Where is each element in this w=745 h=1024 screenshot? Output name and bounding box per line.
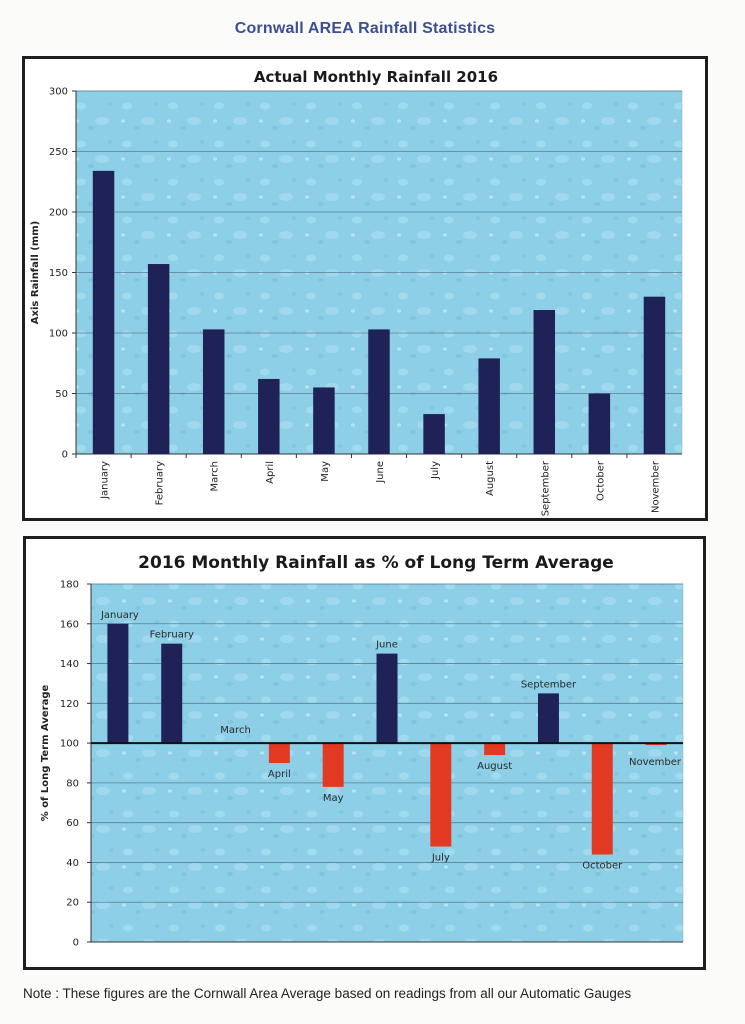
bar-november — [643, 296, 666, 454]
x-tick-label-january: January — [100, 461, 111, 500]
bar-march — [202, 329, 225, 454]
data-label-march: March — [220, 725, 250, 736]
y-tick-label-0: 0 — [62, 450, 68, 461]
bar-september — [537, 693, 559, 744]
bar-february — [161, 643, 183, 744]
y-tick-label-250: 250 — [49, 147, 68, 158]
data-label-september: September — [521, 679, 577, 690]
x-tick-label-june: June — [375, 461, 386, 484]
y-tick-label-60: 60 — [66, 818, 79, 829]
y-tick-label-150: 150 — [49, 268, 68, 279]
bar-october — [591, 743, 613, 855]
bar-july — [423, 414, 445, 454]
bar-february — [147, 264, 170, 454]
y-tick-label-140: 140 — [60, 659, 79, 670]
bar-may — [313, 387, 335, 454]
bar-january — [107, 623, 129, 744]
footnote: Note : These figures are the Cornwall Ar… — [23, 986, 632, 1001]
plot-area — [90, 583, 684, 943]
percent-average-chart-svg: 2016 Monthly Rainfall as % of Long Term … — [40, 553, 684, 949]
data-label-january: January — [100, 610, 139, 621]
bar-april — [258, 378, 280, 454]
bar-may — [322, 743, 344, 787]
data-label-may: May — [323, 793, 344, 804]
x-tick-label-april: April — [265, 461, 276, 484]
x-tick-label-november: November — [650, 460, 661, 513]
y-tick-label-100: 100 — [60, 739, 79, 750]
y-tick-label-100: 100 — [49, 329, 68, 340]
y-tick-label-120: 120 — [60, 699, 79, 710]
y-tick-label-50: 50 — [55, 389, 68, 400]
x-tick-label-september: September — [540, 460, 551, 516]
y-tick-label-80: 80 — [66, 778, 79, 789]
y-tick-label-180: 180 — [60, 580, 79, 591]
bar-june — [368, 329, 390, 454]
data-label-june: June — [375, 640, 398, 651]
bar-august — [478, 358, 500, 454]
x-tick-label-february: February — [155, 461, 166, 505]
x-tick-label-may: May — [320, 461, 331, 482]
page-title: Cornwall AREA Rainfall Statistics — [234, 20, 496, 37]
bar-january — [92, 170, 115, 455]
x-tick-label-march: March — [210, 461, 221, 491]
y-tick-label-160: 160 — [60, 619, 79, 630]
data-label-october: October — [582, 860, 623, 871]
actual-rainfall-chart: Actual Monthly Rainfall 2016 0 50 100 150 200… — [22, 56, 708, 521]
y-tick-label-200: 200 — [49, 208, 68, 219]
data-label-february: February — [150, 630, 194, 641]
bar-august — [484, 743, 506, 756]
data-label-july: July — [431, 853, 450, 864]
y-axis-title: % of Long Term Average — [40, 684, 51, 821]
x-tick-label-october: October — [595, 460, 606, 501]
chart-title: 2016 Monthly Rainfall as % of Long Term … — [138, 553, 614, 573]
actual-rainfall-chart-svg: Actual Monthly Rainfall 2016 0 50 100 150 200… — [30, 68, 683, 516]
y-tick-label-0: 0 — [73, 938, 79, 949]
data-label-november: November — [629, 757, 682, 768]
y-tick-label-40: 40 — [66, 858, 79, 869]
y-axis-title: Axis Rainfall (mm) — [30, 221, 41, 324]
y-tick-label-20: 20 — [66, 898, 79, 909]
chart-title: Actual Monthly Rainfall 2016 — [254, 68, 498, 86]
bar-october — [588, 393, 611, 454]
bar-july — [430, 743, 452, 847]
x-tick-label-july: July — [430, 461, 441, 480]
bar-april — [268, 743, 290, 763]
percent-average-chart: 2016 Monthly Rainfall as % of Long Term … — [23, 536, 706, 970]
bar-june — [376, 653, 398, 744]
x-tick-label-august: August — [485, 461, 496, 496]
bar-september — [533, 310, 556, 454]
data-label-april: April — [268, 769, 291, 780]
data-label-august: August — [477, 761, 512, 772]
y-tick-label-300: 300 — [49, 87, 68, 98]
